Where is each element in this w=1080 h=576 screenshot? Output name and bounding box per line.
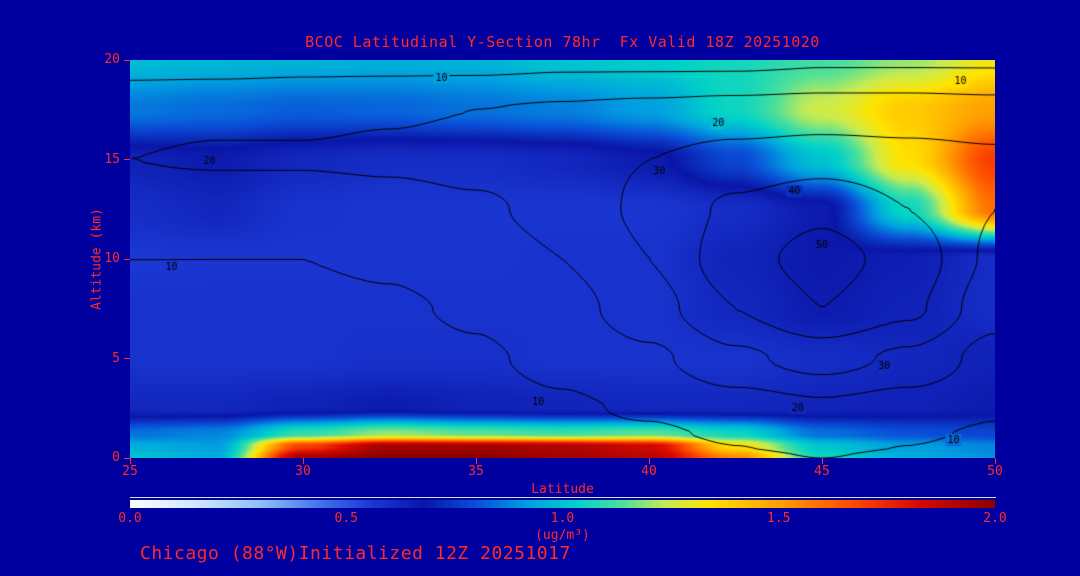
x-axis-tick [302,458,304,464]
footer-annotation: Chicago (88°W)Initialized 12Z 20251017 [140,543,571,564]
x-axis-tick [994,458,996,464]
colorbar-top-line [130,497,996,498]
y-tick-label: 5 [112,350,120,366]
x-tick-label: 40 [641,464,657,479]
colorbar-tick-label: 0.5 [334,511,358,526]
x-axis-tick [821,458,823,464]
colorbar-tick-label: 2.0 [983,511,1007,526]
y-axis-tick [124,457,130,459]
x-tick-label: 50 [987,464,1003,479]
y-tick-label: 20 [104,52,120,67]
x-axis-tick [129,458,131,464]
x-tick-label: 45 [814,464,830,479]
y-axis-tick [124,159,130,160]
colorbar-tick-label: 0.0 [118,511,142,526]
y-tick-label: 10 [104,251,120,266]
colorbar-canvas [130,500,995,508]
y-tick-label: 15 [104,151,120,167]
x-axis-title: Latitude [531,482,594,497]
y-axis-tick [124,358,130,359]
x-tick-label: 35 [468,464,484,479]
y-axis-tick [124,59,130,61]
chart-title: BCOC Latitudinal Y-Section 78hr Fx Valid… [305,33,820,51]
x-axis-tick [475,458,477,464]
contour-field-canvas [130,60,995,458]
y-tick-label: 0 [112,450,120,465]
colorbar-units: (ug/m³) [535,528,590,543]
colorbar-tick-label: 1.5 [767,511,791,526]
x-tick-label: 30 [295,464,311,479]
x-axis-tick [648,458,650,464]
colorbar-tick-label: 1.0 [550,511,575,526]
x-tick-label: 25 [122,464,138,479]
y-axis-tick [124,258,130,260]
